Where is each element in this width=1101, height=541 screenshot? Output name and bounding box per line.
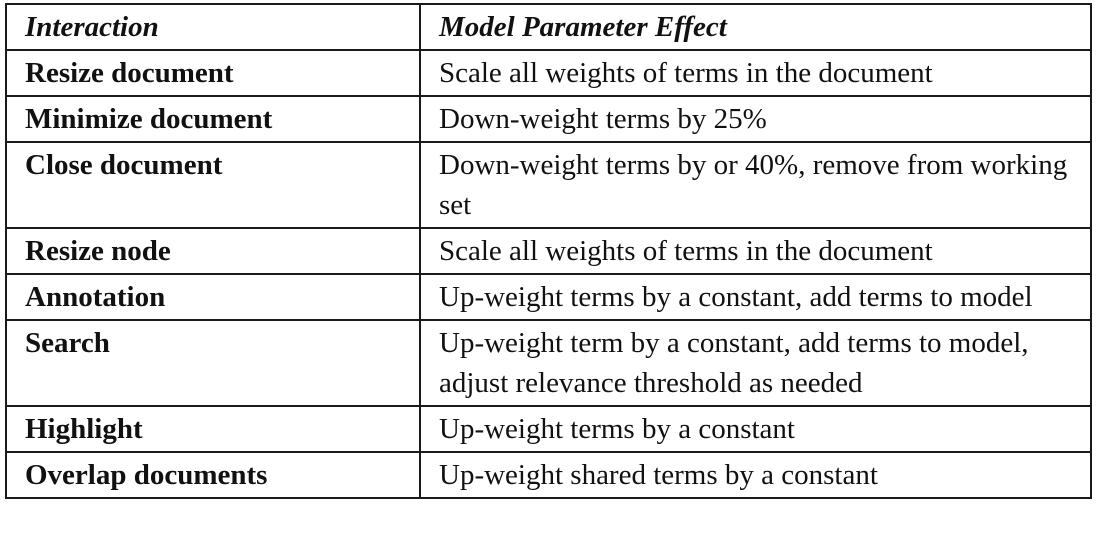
table-row: Close document Down-weight terms by or 4… xyxy=(5,141,1092,229)
header-effect: Model Parameter Effect xyxy=(419,3,1092,51)
table-row: Search Up-weight term by a constant, add… xyxy=(5,319,1092,407)
effect-cell: Down-weight terms by or 40%, remove from… xyxy=(419,141,1092,229)
effect-cell: Up-weight term by a constant, add terms … xyxy=(419,319,1092,407)
interaction-cell: Resize document xyxy=(5,49,421,97)
effect-cell: Up-weight shared terms by a constant xyxy=(419,451,1092,499)
header-interaction: Interaction xyxy=(5,3,421,51)
header-row: Interaction Model Parameter Effect xyxy=(5,3,1092,51)
interaction-cell: Close document xyxy=(5,141,421,229)
interaction-cell: Overlap documents xyxy=(5,451,421,499)
effect-cell: Down-weight terms by 25% xyxy=(419,95,1092,143)
table-row: Resize node Scale all weights of terms i… xyxy=(5,227,1092,275)
interaction-cell: Minimize document xyxy=(5,95,421,143)
table-row: Annotation Up-weight terms by a constant… xyxy=(5,273,1092,321)
interaction-cell: Search xyxy=(5,319,421,407)
effect-cell: Up-weight terms by a constant, add terms… xyxy=(419,273,1092,321)
table-row: Overlap documents Up-weight shared terms… xyxy=(5,451,1092,499)
table-row: Resize document Scale all weights of ter… xyxy=(5,49,1092,97)
table-row: Highlight Up-weight terms by a constant xyxy=(5,405,1092,453)
interaction-cell: Annotation xyxy=(5,273,421,321)
interaction-effects-table: Interaction Model Parameter Effect Resiz… xyxy=(5,3,1092,499)
effect-cell: Scale all weights of terms in the docume… xyxy=(419,227,1092,275)
effect-cell: Up-weight terms by a constant xyxy=(419,405,1092,453)
effect-cell: Scale all weights of terms in the docume… xyxy=(419,49,1092,97)
interaction-cell: Resize node xyxy=(5,227,421,275)
table-row: Minimize document Down-weight terms by 2… xyxy=(5,95,1092,143)
interaction-cell: Highlight xyxy=(5,405,421,453)
